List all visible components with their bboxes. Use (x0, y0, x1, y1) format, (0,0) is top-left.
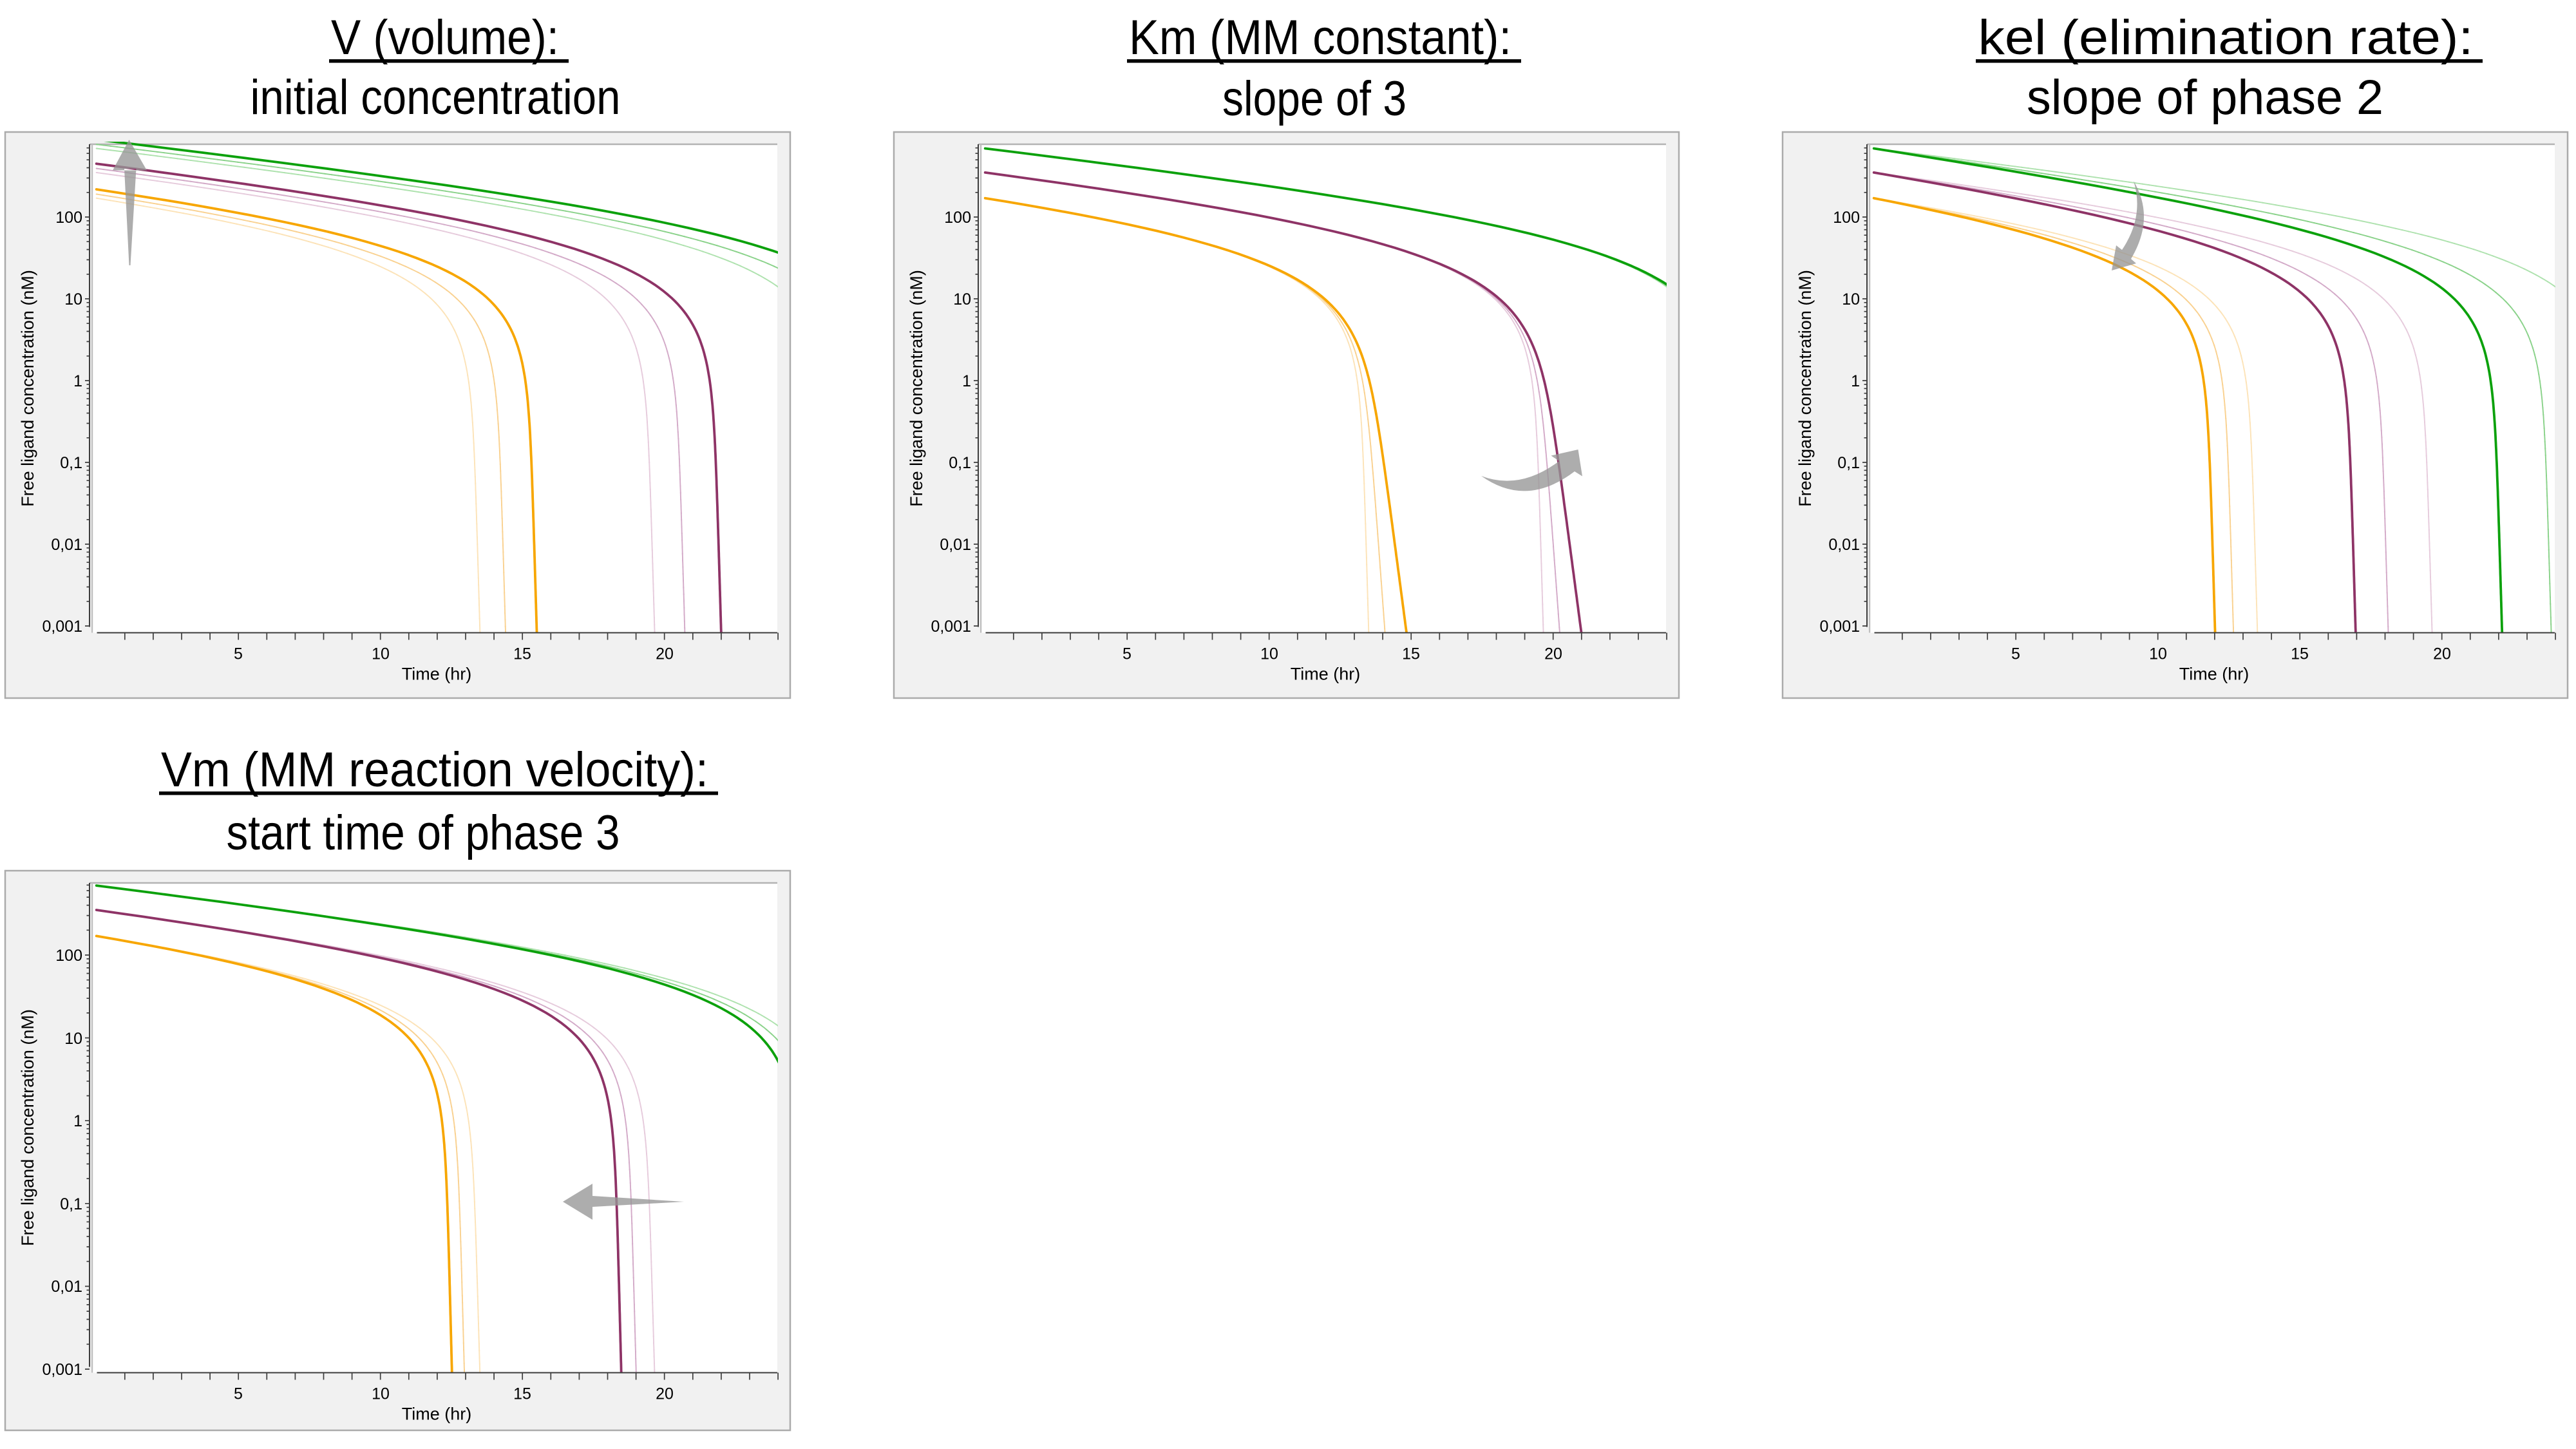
svg-text:100: 100 (944, 209, 971, 227)
svg-text:100: 100 (55, 947, 82, 965)
svg-text:20: 20 (2433, 645, 2451, 663)
svg-text:20: 20 (656, 645, 674, 663)
svg-text:5: 5 (2011, 645, 2020, 663)
svg-text:10: 10 (372, 1385, 390, 1403)
svg-text:Time (hr): Time (hr) (402, 665, 472, 684)
svg-text:10: 10 (1842, 290, 1860, 308)
svg-text:1: 1 (73, 1112, 82, 1130)
svg-text:Free ligand concentration (nM): Free ligand concentration (nM) (1795, 270, 1815, 507)
svg-text:15: 15 (513, 645, 531, 663)
svg-text:10: 10 (1260, 645, 1278, 663)
svg-text:0,01: 0,01 (1828, 536, 1860, 554)
svg-text:Vm (MM reaction velocity):: Vm (MM reaction velocity): (161, 743, 708, 797)
svg-text:0,001: 0,001 (1819, 618, 1860, 636)
svg-text:15: 15 (1402, 645, 1420, 663)
svg-text:10: 10 (64, 290, 82, 308)
svg-text:Km (MM constant):: Km (MM constant): (1129, 10, 1511, 65)
svg-text:0,1: 0,1 (60, 1195, 82, 1213)
svg-text:1: 1 (962, 372, 971, 390)
svg-text:start time of phase 3: start time of phase 3 (227, 806, 620, 860)
svg-text:15: 15 (513, 1385, 531, 1403)
svg-text:Free ligand concentration (nM): Free ligand concentration (nM) (907, 270, 926, 507)
svg-text:0,001: 0,001 (42, 1361, 82, 1379)
svg-text:slope of phase 2: slope of phase 2 (2027, 70, 2383, 125)
svg-text:V (volume):: V (volume): (331, 10, 559, 65)
svg-text:0,001: 0,001 (931, 618, 971, 636)
svg-text:0,1: 0,1 (60, 454, 82, 472)
svg-text:slope of 3: slope of 3 (1222, 71, 1406, 126)
svg-text:20: 20 (1544, 645, 1562, 663)
svg-text:5: 5 (234, 645, 243, 663)
svg-text:5: 5 (234, 1385, 243, 1403)
svg-text:0,1: 0,1 (949, 454, 971, 472)
svg-text:10: 10 (64, 1030, 82, 1048)
svg-text:0,01: 0,01 (51, 536, 82, 554)
svg-text:5: 5 (1122, 645, 1132, 663)
svg-text:Time (hr): Time (hr) (402, 1405, 472, 1424)
svg-text:0,01: 0,01 (51, 1278, 82, 1296)
svg-text:10: 10 (953, 290, 971, 308)
svg-text:Time (hr): Time (hr) (1291, 665, 1361, 684)
svg-text:100: 100 (1833, 209, 1860, 227)
svg-text:15: 15 (2291, 645, 2309, 663)
svg-text:10: 10 (372, 645, 390, 663)
svg-text:0,001: 0,001 (42, 618, 82, 636)
svg-text:10: 10 (2149, 645, 2167, 663)
svg-text:1: 1 (73, 372, 82, 390)
svg-text:kel (elimination rate):: kel (elimination rate): (1978, 10, 2474, 65)
svg-text:100: 100 (55, 209, 82, 227)
svg-text:0,1: 0,1 (1837, 454, 1860, 472)
svg-text:Free ligand concentration (nM): Free ligand concentration (nM) (18, 1009, 37, 1246)
svg-text:Time (hr): Time (hr) (2179, 665, 2249, 684)
svg-text:0,01: 0,01 (940, 536, 971, 554)
svg-text:1: 1 (1851, 372, 1860, 390)
svg-text:20: 20 (656, 1385, 674, 1403)
svg-text:initial concentration: initial concentration (251, 70, 621, 125)
svg-text:Free ligand concentration (nM): Free ligand concentration (nM) (18, 270, 37, 507)
